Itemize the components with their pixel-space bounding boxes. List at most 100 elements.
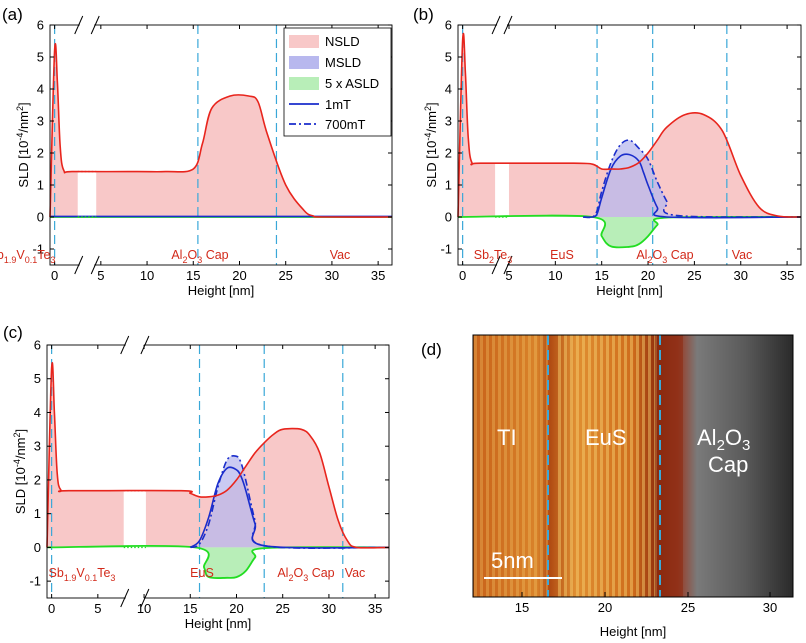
y-axis-label-part: /nm: [424, 111, 439, 133]
axis-break-mark: [491, 255, 501, 275]
region-label-part: 0.1: [25, 255, 38, 265]
stem-frame: [472, 334, 794, 598]
msld-1mt-line: [583, 153, 802, 219]
xtick-label: 30: [734, 268, 748, 283]
region-label-part: 3: [303, 573, 308, 583]
y-axis-label-part: 2: [12, 432, 22, 437]
region-label-part: EuS: [190, 566, 214, 580]
region-label-part: 2: [182, 255, 187, 265]
stem-label-eus: EuS: [585, 425, 627, 450]
panel-label-b: (b): [413, 5, 434, 24]
region-label-part: 2: [288, 573, 293, 583]
axis-break-mark: [74, 15, 84, 35]
msld-area: [190, 455, 389, 549]
region-label: Vac: [345, 566, 366, 580]
region-label-part: Te: [97, 566, 110, 580]
panel-label-d: (d): [421, 340, 442, 359]
x-axis-label: Height [nm]: [185, 616, 251, 631]
region-label-part: Cap: [667, 248, 693, 262]
stem-image-panel: TI EuS Al2O3 Cap 5nm 15 20 25 30 Height …: [472, 334, 794, 639]
stem-x-axis: 15 20 25 30 Height [nm]: [515, 592, 777, 639]
ytick-label: 2: [445, 146, 452, 161]
axis-break-mask: [125, 590, 144, 606]
y-axis-label-part: /nm: [13, 437, 28, 459]
y-axis-label-part: ]: [16, 102, 31, 106]
xtick-label: 5: [505, 268, 512, 283]
stem-lattice-eus: [558, 335, 658, 597]
region-label-part: Al: [277, 566, 288, 580]
ytick-label: -1: [32, 242, 44, 257]
region-label: EuS: [190, 566, 214, 580]
region-label-part: O: [187, 248, 197, 262]
y-axis-label-part: -4: [12, 459, 22, 467]
y-axis-label: SLD [10-4/nm2]: [15, 102, 31, 187]
x-axis-label: Height [nm]: [188, 283, 254, 298]
ytick-label: 4: [37, 82, 44, 97]
ytick-label: 0: [445, 210, 452, 225]
axis-break-mask: [79, 257, 95, 273]
ytick-label: -1: [440, 242, 452, 257]
ytick-label: 6: [37, 18, 44, 33]
ytick-label: 4: [34, 405, 41, 420]
legend: NSLD MSLD 5 x ASLD 1mT 700mT: [283, 27, 392, 137]
legend-swatch-asld: [289, 77, 319, 90]
y-axis-label-part: SLD [10: [16, 141, 31, 188]
region-label-part: 3: [197, 255, 202, 265]
region-label-part: Te: [37, 248, 50, 262]
region-label: Sb1.9V0.1Te3: [0, 248, 55, 265]
region-label-part: 2: [647, 255, 652, 265]
region-label-part: 2: [489, 255, 494, 265]
xtick-label: 25: [278, 268, 292, 283]
ytick-label: -1: [29, 574, 41, 589]
region-label-part: Sb: [49, 566, 64, 580]
ytick-label: 3: [34, 439, 41, 454]
scale-bar-label: 5nm: [491, 548, 534, 573]
asld-area: [458, 215, 801, 248]
xtick-label: 30: [325, 268, 339, 283]
xtick-label: 25: [275, 601, 289, 616]
region-label-part: Cap: [308, 566, 334, 580]
region-label-part: 3: [50, 255, 55, 265]
asld-line: [457, 214, 802, 249]
region-label: Sb1.9V0.1Te3: [49, 566, 116, 583]
stem-xtick-20: 20: [598, 600, 612, 615]
xtick-label: 0: [459, 268, 466, 283]
axis-break-mark: [74, 255, 84, 275]
region-label-part: 1.9: [64, 573, 77, 583]
legend-label-msld: MSLD: [325, 55, 361, 70]
stem-lattice-ti: [473, 335, 548, 597]
ytick-label: 1: [37, 178, 44, 193]
y-axis-label-part: 2: [15, 106, 25, 111]
ytick-label: 2: [37, 146, 44, 161]
axes-frame: [46, 344, 390, 599]
nsld-line: [46, 362, 390, 549]
msld-700mt-line: [190, 455, 390, 549]
xtick-label: 5: [97, 268, 104, 283]
ytick-label: 0: [34, 540, 41, 555]
region-label: Al2O3 Cap: [636, 248, 693, 265]
axis-break-mask: [79, 17, 95, 33]
y-axis-label-part: /nm: [16, 111, 31, 133]
legend-swatch-msld: [289, 56, 319, 69]
y-axis-label-part: 2: [423, 106, 433, 111]
nsld-line: [457, 32, 802, 218]
ytick-label: 6: [34, 338, 41, 353]
region-label-part: Cap: [202, 248, 228, 262]
region-label-part: 3: [507, 255, 512, 265]
stem-label-ti: TI: [497, 425, 517, 450]
axis-break-gap: [123, 345, 146, 598]
ytick-label: 5: [34, 371, 41, 386]
region-label-part: Al: [171, 248, 182, 262]
region-label-part: O: [652, 248, 662, 262]
axes-frame: [457, 24, 802, 266]
stem-xtick-15: 15: [515, 600, 529, 615]
region-label-part: 3: [110, 573, 115, 583]
axis-break-mask: [497, 17, 507, 33]
ytick-label: 5: [37, 50, 44, 65]
panel-label-a: (a): [2, 5, 23, 24]
region-label: Al2O3 Cap: [277, 566, 334, 583]
region-label-part: Vac: [330, 248, 351, 262]
legend-label-nsld: NSLD: [325, 34, 360, 49]
ytick-label: 1: [34, 506, 41, 521]
